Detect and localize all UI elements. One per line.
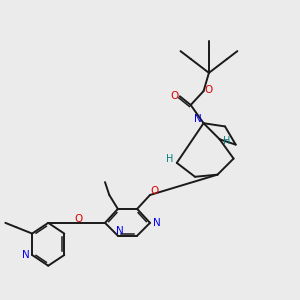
Text: N: N [22, 250, 30, 260]
Text: O: O [150, 186, 158, 196]
Text: N: N [116, 226, 124, 236]
Text: H: H [224, 136, 231, 146]
Text: N: N [194, 114, 202, 124]
Text: O: O [74, 214, 82, 224]
Text: O: O [170, 92, 179, 101]
Text: N: N [153, 218, 160, 228]
Text: H: H [166, 154, 173, 164]
Text: O: O [205, 85, 213, 95]
